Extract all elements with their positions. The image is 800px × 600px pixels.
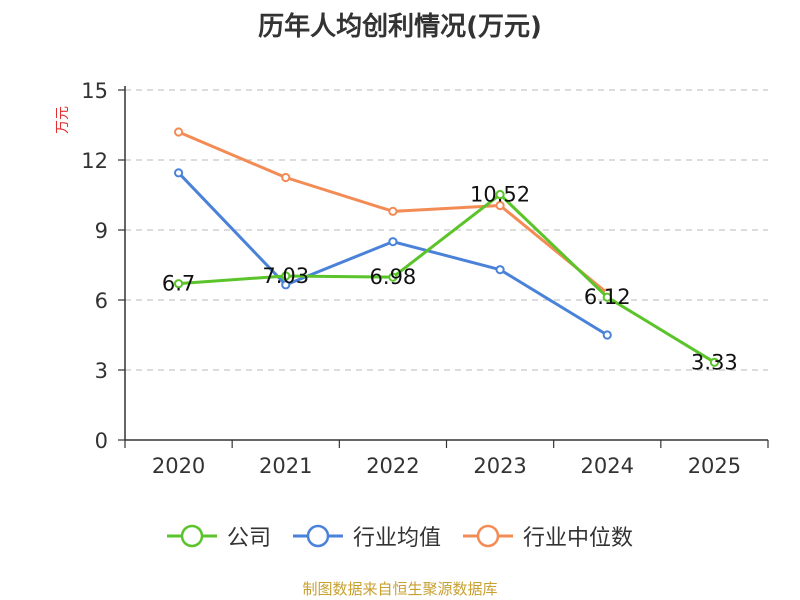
legend-swatch-company	[166, 524, 217, 548]
x-tick-label-2022: 2022	[366, 454, 419, 478]
data-point-s0-2021[interactable]	[281, 271, 291, 281]
data-point-s1-2022[interactable]	[388, 237, 398, 247]
data-point-s2-2021[interactable]	[281, 172, 291, 183]
data-point-s1-2021[interactable]	[281, 280, 291, 290]
y-tick-label: 3	[95, 359, 108, 383]
x-tick-label-2020: 2020	[152, 454, 205, 478]
data-point-s1-2020[interactable]	[173, 168, 184, 178]
legend-label-company: 公司	[226, 526, 271, 551]
data-point-s2-2022[interactable]	[388, 206, 398, 216]
legend-label-industry-median: 行业中位数	[523, 526, 634, 551]
data-label-2022: 6.98	[370, 265, 417, 289]
data-point-s1-2023[interactable]	[495, 265, 505, 275]
legend-label-industry-mean: 行业均值	[352, 526, 441, 551]
line-chart: 0 3 6 9 12 15 2020 2021 2022 2023 2024 2025 6.7 7.03 6…	[81, 79, 769, 478]
data-point-s0-2020[interactable]	[173, 279, 184, 289]
x-tick-label-2023: 2023	[473, 454, 526, 478]
legend-item-industry-median[interactable]: 行业中位数	[463, 520, 633, 552]
y-tick-label: 9	[95, 219, 108, 243]
legend-swatch-marker	[180, 524, 204, 548]
data-point-s2-2023[interactable]	[495, 200, 505, 211]
series-line-1	[177, 171, 609, 337]
y-tick-label: 12	[81, 149, 108, 173]
data-point-s0-2024[interactable]	[602, 292, 612, 302]
series-line-0	[178, 193, 716, 364]
legend: 公司 行业均值 行业中位数	[0, 520, 800, 552]
data-point-s2-2020[interactable]	[173, 127, 184, 137]
legend-item-industry-mean[interactable]: 行业均值	[292, 520, 441, 552]
legend-swatch-industry-mean	[292, 524, 343, 548]
data-point-s0-2023[interactable]	[495, 189, 505, 200]
data-label-2021: 7.03	[262, 264, 309, 288]
data-label-2023: 10.52	[470, 183, 530, 207]
legend-swatch-marker	[306, 524, 330, 548]
x-tick-label-2024: 2024	[581, 454, 634, 478]
data-label-2025: 3.33	[691, 350, 738, 374]
x-tick-label-2021: 2021	[259, 454, 312, 478]
data-point-s0-2022[interactable]	[388, 272, 398, 282]
legend-item-company[interactable]: 公司	[166, 520, 271, 552]
x-tick-label-2025: 2025	[688, 454, 741, 478]
y-tick-label: 15	[81, 79, 108, 103]
legend-swatch-marker	[476, 524, 500, 548]
legend-swatch-industry-median	[463, 524, 513, 548]
y-tick-label: 6	[95, 289, 108, 313]
chart-title: 历年人均创利情况(万元)	[258, 12, 542, 42]
data-label-2020: 6.7	[162, 272, 195, 296]
y-tick-label: 0	[95, 429, 108, 453]
data-source-note: 制图数据来自恒生聚源数据库	[302, 580, 498, 598]
data-label-2024: 6.12	[584, 285, 631, 309]
data-point-s0-2025[interactable]	[709, 357, 720, 367]
data-point-s1-2024[interactable]	[602, 330, 612, 340]
